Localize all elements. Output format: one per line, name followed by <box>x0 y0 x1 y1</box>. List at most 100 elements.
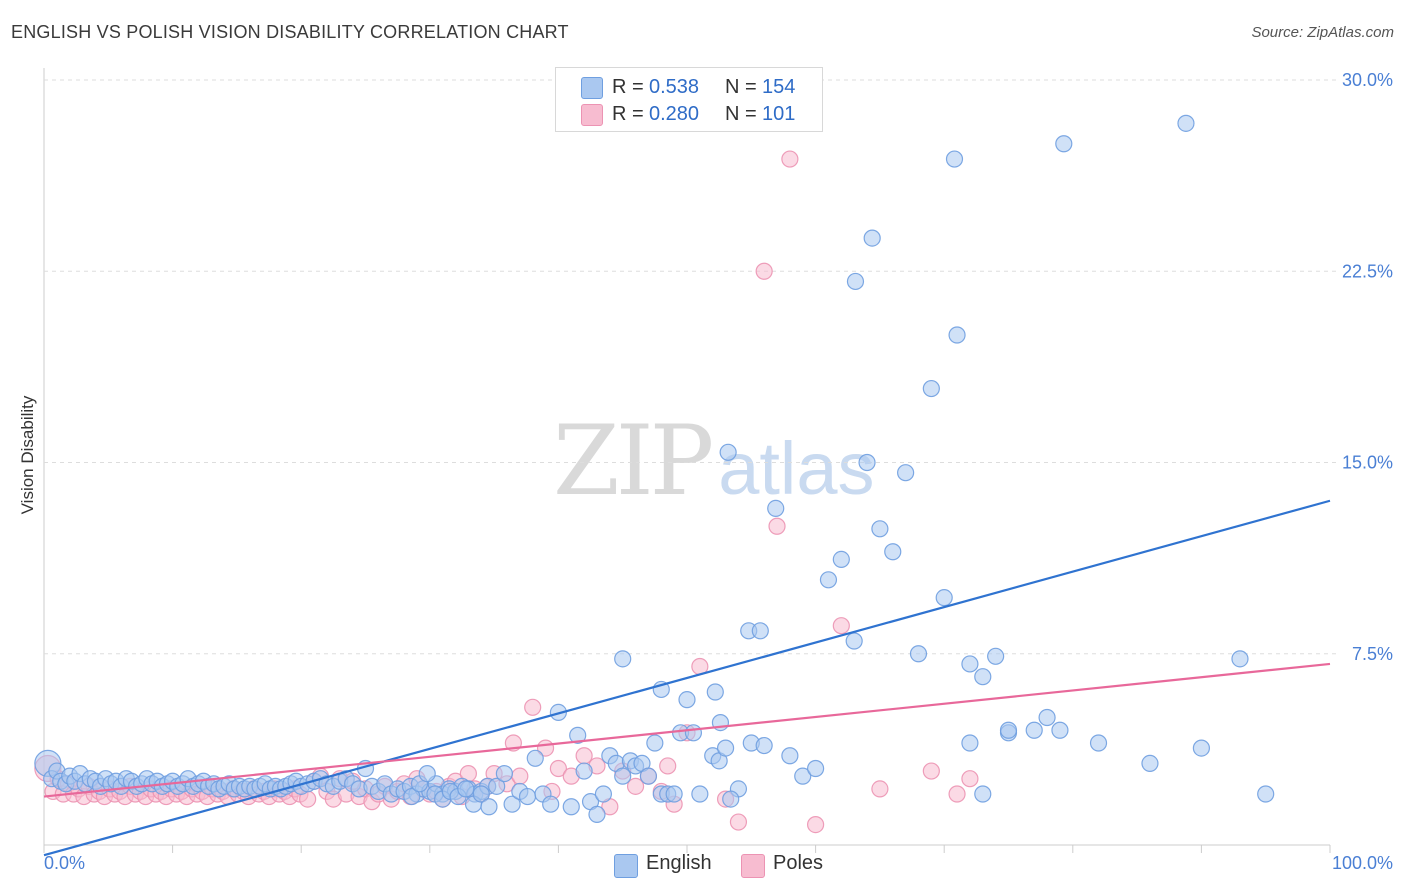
english-point <box>678 691 696 709</box>
english-point <box>922 379 940 398</box>
watermark: ZIP atlas <box>553 405 875 517</box>
poles-point <box>659 757 677 775</box>
english-point <box>542 795 560 813</box>
x-tick-label: 100.0% <box>1332 853 1393 873</box>
english-swatch <box>581 77 603 99</box>
english-point <box>871 520 889 538</box>
y-tick-label: 30.0% <box>1342 70 1393 90</box>
poles-point <box>755 262 773 280</box>
english-point <box>863 229 881 247</box>
english-point <box>418 764 436 783</box>
english-point <box>909 645 928 663</box>
legend-n-label: N = <box>725 103 757 125</box>
y-tick-label: 22.5% <box>1342 261 1393 281</box>
english-point <box>1038 708 1056 727</box>
watermark-zip: ZIP <box>553 405 714 517</box>
english-point <box>1025 721 1043 739</box>
poles-point <box>961 770 979 788</box>
poles-point <box>511 767 529 785</box>
english-point <box>935 589 953 607</box>
english-point <box>488 777 506 795</box>
english-point <box>1141 754 1159 773</box>
english-point <box>480 798 498 816</box>
english-point <box>594 785 613 803</box>
poles-trend-line <box>43 662 1331 798</box>
english-point <box>751 622 769 640</box>
english-point <box>1177 114 1195 132</box>
english-point <box>1051 721 1069 739</box>
legend-n-value: 101 <box>762 103 796 125</box>
english-point <box>684 724 703 742</box>
legend-n-label: N = <box>725 76 757 98</box>
legend-r-label: R = <box>612 103 644 125</box>
english-point <box>503 795 521 813</box>
english-swatch <box>614 854 638 878</box>
english-point <box>403 787 421 806</box>
poles-swatch <box>581 104 603 126</box>
english-point <box>961 734 979 752</box>
english-point <box>845 632 863 650</box>
english-point <box>858 453 876 472</box>
chart-title: ENGLISH VS POLISH VISION DISABILITY CORR… <box>11 22 569 42</box>
legend-label-english: English <box>646 852 712 874</box>
english-point <box>767 499 785 517</box>
english-point <box>457 780 475 798</box>
english-point <box>562 798 580 816</box>
english-point <box>1055 135 1073 153</box>
english-point <box>846 272 865 291</box>
english-trend-line <box>43 499 1331 857</box>
english-point <box>495 764 513 783</box>
legend-r-label: R = <box>612 76 644 98</box>
english-point <box>575 762 593 780</box>
english-point <box>961 655 979 673</box>
english-point <box>614 767 632 785</box>
poles-point <box>871 780 889 798</box>
poles-point <box>626 777 645 795</box>
english-point <box>719 443 737 461</box>
english-point <box>794 767 812 785</box>
english-point <box>646 734 664 752</box>
series-legend: English Poles <box>0 852 1406 878</box>
english-point <box>1257 785 1275 803</box>
english-point <box>722 790 740 808</box>
english-point <box>945 150 964 168</box>
poles-point <box>729 813 748 831</box>
legend-n-value: 154 <box>762 76 796 98</box>
english-point <box>897 464 915 482</box>
english-point <box>999 721 1018 739</box>
english-point <box>781 747 799 765</box>
english-point <box>832 550 850 569</box>
stats-legend: R = 0.538 N = 154 R = 0.280 N = 101 <box>555 67 823 132</box>
legend-row-english: R = 0.538 N = 154 <box>556 74 822 100</box>
legend-r-value: 0.280 <box>649 103 700 125</box>
english-point <box>755 736 773 755</box>
watermark-atlas: atlas <box>718 427 875 510</box>
poles-swatch <box>741 854 765 878</box>
english-point <box>569 726 587 744</box>
poles-point <box>832 617 850 635</box>
legend-label-poles: Poles <box>773 852 824 874</box>
english-point <box>1231 650 1249 668</box>
english-point <box>614 650 632 668</box>
poles-point <box>781 150 799 168</box>
english-point <box>1089 734 1108 752</box>
english-point <box>526 749 544 767</box>
english-point <box>1192 739 1211 757</box>
english-point <box>691 785 709 803</box>
poles-point <box>549 759 568 778</box>
poles-point <box>922 762 940 780</box>
english-point <box>974 785 992 803</box>
poles-point <box>948 785 966 803</box>
english-point <box>472 785 490 803</box>
english-point <box>639 767 658 785</box>
y-tick-label: 7.5% <box>1352 644 1393 664</box>
english-point <box>819 571 838 589</box>
legend-row-poles: R = 0.280 N = 101 <box>556 101 822 127</box>
legend-r-value: 0.538 <box>649 76 700 98</box>
source-label: Source: ZipAtlas.com <box>1251 24 1394 41</box>
english-point <box>948 326 966 344</box>
y-tick-label: 15.0% <box>1342 453 1393 473</box>
english-point <box>716 739 735 757</box>
poles-point <box>768 517 786 535</box>
english-point <box>518 787 537 806</box>
